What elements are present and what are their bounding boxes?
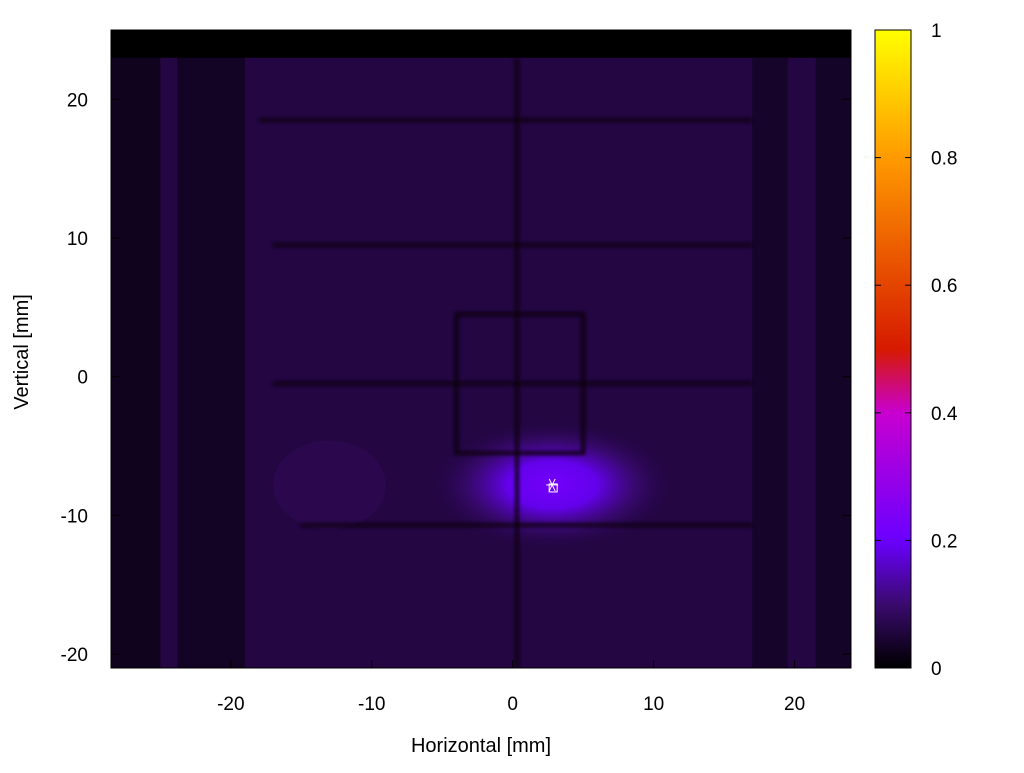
axes: -20 -10 0 10 20 -20 -10 0 10 20 [61, 29, 852, 715]
y-axis-label: Vertical [mm] [11, 294, 33, 410]
secondary-glow [273, 440, 386, 530]
colorbar-tick-label: 0.6 [931, 276, 957, 297]
y-tick-label: 0 [77, 368, 88, 389]
y-tick-label: -20 [61, 645, 88, 666]
x-tick-label: 10 [643, 694, 664, 715]
top-dark-band [111, 30, 851, 58]
colorbar: 0 0.2 0.4 0.6 0.8 1 [874, 21, 958, 680]
colorbar-tick-label: 0.4 [931, 404, 958, 425]
y-tick-label: 10 [67, 229, 88, 250]
x-tick-label: -10 [358, 694, 385, 715]
heatmap-left-shadow [177, 30, 245, 668]
marker-square [548, 483, 558, 493]
plot-frame [110, 29, 852, 669]
aperture-frame [454, 312, 586, 456]
heatmap-left-edge [111, 30, 161, 668]
x-axis-label: Horizontal [mm] [411, 735, 551, 757]
colorbar-tick-label: 0.2 [931, 531, 957, 552]
plot-area [111, 30, 851, 668]
heatmap-right-edge [815, 30, 851, 668]
colorbar-tick-label: 1 [931, 21, 942, 42]
centroid-marker [546, 478, 559, 493]
colorbar-tick-label: 0.8 [931, 149, 957, 170]
x-tick-label: 0 [507, 694, 518, 715]
y-tick-label: -10 [61, 506, 88, 527]
colorbar-gradient [874, 29, 912, 669]
heatmap-right-shadow [752, 30, 788, 668]
y-tick-label: 20 [67, 90, 88, 111]
heatmap-image [111, 30, 851, 668]
marker-cross-d2 [548, 478, 556, 492]
x-tick-label: -20 [217, 694, 244, 715]
colorbar-tick-label: 0 [931, 659, 942, 680]
x-tick-label: 20 [784, 694, 805, 715]
wire-shadows [259, 57, 753, 668]
